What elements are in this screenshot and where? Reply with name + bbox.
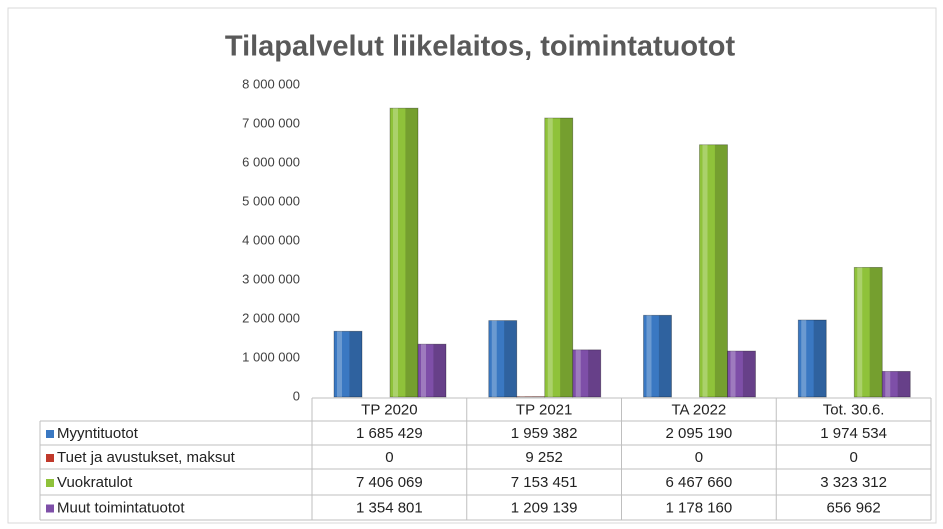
legend-label: Muut toimintatuotot: [57, 499, 185, 516]
y-tick-label: 3 000 000: [242, 271, 300, 286]
legend-key: [46, 430, 54, 438]
value-label: 7 153 451: [511, 474, 578, 491]
y-tick-label: 6 000 000: [242, 154, 300, 169]
legend-key: [46, 504, 54, 513]
x-tick-label: Tot. 30.6.: [823, 401, 885, 418]
value-label: 9 252: [525, 449, 563, 466]
value-label: 0: [695, 449, 703, 466]
value-label: 2 095 190: [666, 425, 733, 442]
legend-label: Tuet ja avustukset, maksut: [57, 449, 236, 466]
bar: [797, 319, 827, 398]
bar: [417, 343, 447, 398]
bar: [333, 330, 363, 398]
value-label: 1 974 534: [820, 425, 887, 442]
value-label: 7 406 069: [356, 474, 423, 491]
y-tick-label: 5 000 000: [242, 193, 300, 208]
y-tick-label: 1 000 000: [242, 349, 300, 364]
bar: [699, 144, 728, 398]
y-tick-label: 7 000 000: [242, 115, 300, 130]
value-label: 0: [385, 449, 393, 466]
bar: [881, 370, 911, 398]
x-tick-label: TA 2022: [671, 401, 726, 418]
bar: [488, 320, 518, 398]
legend-label: Myyntituotot: [57, 425, 139, 442]
legend-key: [46, 454, 54, 462]
y-tick-label: 2 000 000: [242, 310, 300, 325]
y-tick-label: 8 000 000: [242, 76, 300, 91]
value-label: 1 354 801: [356, 499, 423, 516]
legend-label: Vuokratulot: [57, 474, 133, 491]
bar: [727, 350, 756, 398]
value-label: 1 209 139: [511, 499, 578, 516]
chart-title: Tilapalvelut liikelaitos, toimintatuotot: [225, 31, 736, 63]
value-label: 1 959 382: [511, 425, 578, 442]
legend-key: [46, 479, 54, 487]
value-label: 3 323 312: [820, 474, 887, 491]
y-tick-label: 0: [293, 388, 300, 403]
bar: [643, 314, 672, 398]
value-label: 1 178 160: [666, 499, 733, 516]
value-label: 6 467 660: [666, 474, 733, 491]
bar: [544, 117, 574, 398]
bar: [572, 349, 602, 398]
chart-border: [7, 7, 937, 524]
x-tick-label: TP 2020: [361, 401, 417, 418]
bar: [389, 107, 419, 398]
value-label: 656 962: [827, 499, 881, 516]
x-tick-label: TP 2021: [516, 401, 572, 418]
y-tick-label: 4 000 000: [242, 232, 300, 247]
value-label: 1 685 429: [356, 425, 423, 442]
value-label: 0: [849, 449, 857, 466]
bar: [853, 266, 883, 398]
